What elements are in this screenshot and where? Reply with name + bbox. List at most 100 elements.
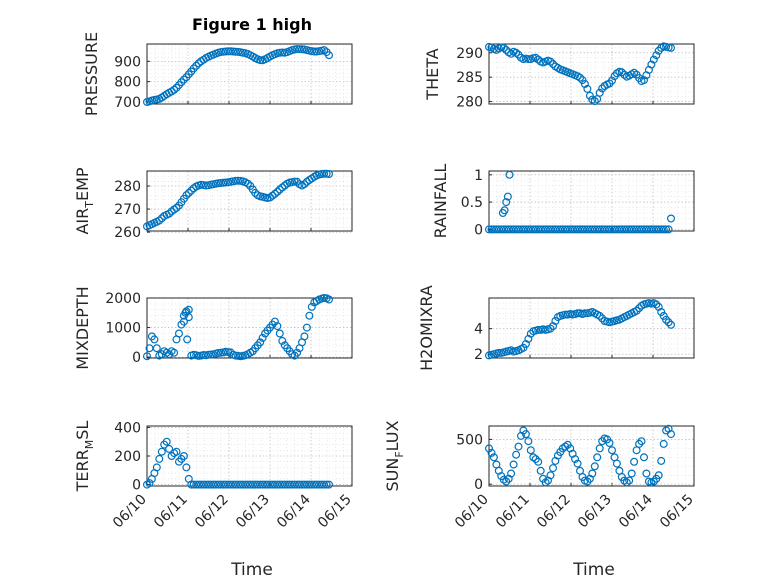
data-point [659,439,668,448]
axes-border [146,297,353,359]
data-point [664,318,673,327]
data-point [541,478,550,487]
data-point [578,225,587,234]
y-tick-label: 500 [456,432,483,448]
data-point [548,464,557,473]
data-point [539,225,548,234]
data-point [573,459,582,468]
data-point [499,43,508,52]
data-point [649,225,658,234]
data-point [551,317,560,326]
data-point [256,338,265,347]
data-point [512,48,521,57]
data-point [580,79,589,88]
data-point [575,73,584,82]
data-point [268,191,277,200]
data-point [607,225,616,234]
data-point [529,225,538,234]
data-point [607,76,616,85]
x-axis-label-right: Time [572,560,615,580]
y-tick-label: 400 [114,420,141,436]
data-point [526,225,535,234]
data-point [325,295,334,304]
data-point [500,206,509,215]
data-point [652,300,661,309]
data-point [600,225,609,234]
data-point [666,430,675,439]
data-point [177,78,186,87]
data-point [578,76,587,85]
data-point [639,453,648,462]
y-axis-label: PRESSURE [82,32,101,116]
data-point [632,306,641,315]
subplot-1: 700 800 900 PRESSURE [82,32,353,116]
data-point [548,59,557,68]
data-point [503,192,512,201]
y-tick-label: 4 [474,322,483,338]
data-point [662,315,671,324]
subplot-7: 06/10 06/11 06/12 06/13 06/14 06/15 0 200 400 TER… [73,420,355,531]
data-point [258,333,267,342]
data-point [179,452,188,461]
data-point [507,469,516,478]
data-point [202,181,211,190]
subplot-4: 0 0.5 1 RAINFALL [431,164,695,238]
data-point [630,225,639,234]
data-point [659,225,668,234]
data-point [487,448,496,457]
data-point [514,225,523,234]
y-tick-label: 290 [456,46,483,62]
data-point [546,225,555,234]
x-tick-label: 06/13 [233,492,273,532]
data-point [165,209,174,218]
axes-border [488,43,695,105]
data-point [639,76,648,85]
axes-border [146,43,353,105]
data-point [536,466,545,475]
y-tick-label: 280 [114,179,141,195]
subplot-3: 260 270 280 AIRTEMP [73,167,353,241]
y-axis-label: AIRTEMP [73,167,96,234]
data-point [183,335,192,344]
data-point [507,49,516,58]
data-point [583,84,592,93]
data-point [184,188,193,197]
y-axis-label: TERRMSL [73,421,96,493]
data-point [605,225,614,234]
data-point [509,460,518,469]
subplot-2: 280 285 290 THETA [423,42,695,111]
data-point [145,479,154,488]
data-point [524,437,533,446]
data-point [278,480,287,489]
data-point [541,225,550,234]
data-point [512,450,521,459]
subplot-6: 2 4 H2OMIXRA [417,285,695,371]
data-point [531,455,540,464]
data-point [531,53,540,62]
data-point [548,322,557,331]
y-tick-label: 2 [474,347,483,363]
data-point [652,225,661,234]
data-point [642,469,651,478]
x-tick-label: 06/15 [657,492,697,532]
data-point [546,471,555,480]
y-tick-label: 260 [114,225,141,241]
data-point [652,51,661,60]
data-point [603,225,612,234]
data-point [305,311,314,320]
data-point [637,437,646,446]
y-axis-label: H2OMIXRA [417,285,436,371]
data-point [502,45,511,54]
data-point [494,225,503,234]
y-axis-label-part: SUN [383,458,402,492]
data-point [571,455,580,464]
data-point [300,180,309,189]
data-point [593,453,602,462]
data-point [575,225,584,234]
data-point [635,304,644,313]
data-point [620,225,629,234]
x-tick-label: 06/10 [110,492,150,532]
data-point [172,83,181,92]
y-axis-label: THETA [423,48,442,100]
data-point [278,336,287,345]
